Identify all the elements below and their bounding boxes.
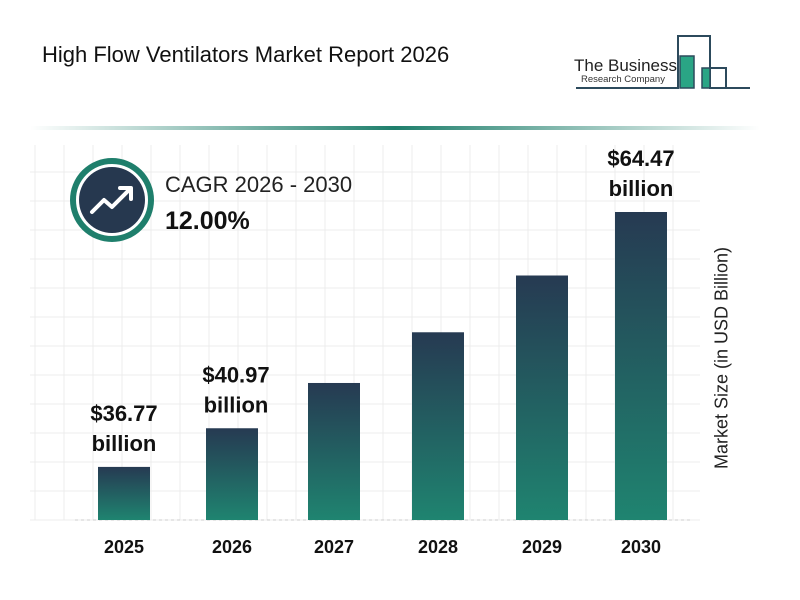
cagr-badge	[70, 158, 154, 242]
page-title: High Flow Ventilators Market Report 2026	[42, 42, 450, 67]
company-logo: The Business Research Company	[568, 32, 758, 94]
x-tick-label: 2027	[314, 537, 354, 557]
y-axis-label: Market Size (in USD Billion)	[711, 246, 732, 470]
x-tick-label: 2025	[104, 537, 144, 557]
data-label-unit: billion	[204, 392, 269, 417]
x-tick-label: 2026	[212, 537, 252, 557]
logo-subtitle: Research Company	[581, 74, 665, 85]
trending-up-icon	[90, 186, 133, 214]
data-label-value: $40.97	[202, 362, 269, 387]
data-label-value: $64.47	[607, 146, 674, 171]
logo-buildings-icon	[576, 35, 750, 89]
x-tick-label: 2029	[522, 537, 562, 557]
cagr-value: 12.00%	[165, 207, 250, 235]
data-label-unit: billion	[92, 431, 157, 456]
bar-2027	[308, 382, 360, 520]
bar-2026	[206, 428, 258, 520]
cagr-label: CAGR 2026 - 2030	[165, 172, 353, 197]
x-tick-label: 2028	[418, 537, 458, 557]
bar-2030	[615, 212, 667, 520]
x-tick-label: 2030	[621, 537, 661, 557]
data-label-unit: billion	[609, 176, 674, 201]
bar-2028	[412, 332, 464, 520]
data-label-value: $36.77	[90, 401, 157, 426]
logo-name: The Business	[574, 56, 677, 75]
header-divider	[30, 126, 760, 130]
bar-2025	[98, 466, 150, 520]
bar-2029	[516, 275, 568, 520]
